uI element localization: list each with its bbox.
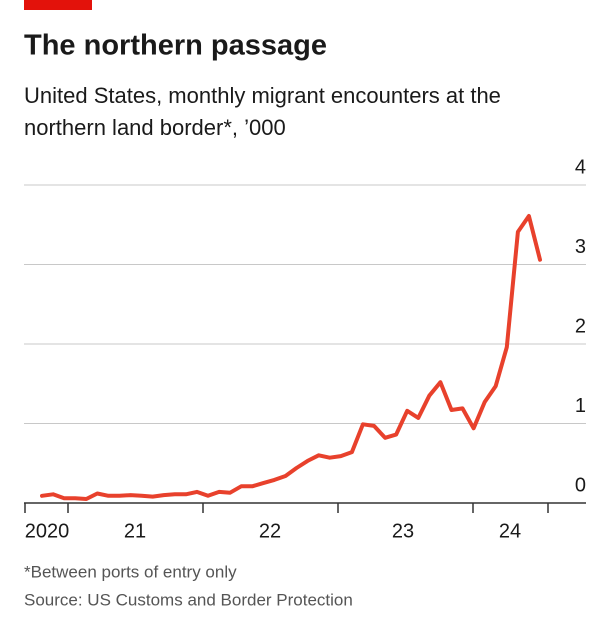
x-tick-label: 23 xyxy=(392,520,414,542)
chart-title: The northern passage xyxy=(24,30,327,62)
brand-bar xyxy=(24,0,92,10)
x-tick-label: 2020 xyxy=(25,520,70,542)
x-tick-label: 22 xyxy=(259,520,281,542)
y-tick-label: 3 xyxy=(575,236,586,258)
y-tick-label: 1 xyxy=(575,395,586,417)
source: Source: US Customs and Border Protection xyxy=(24,590,353,609)
chart-subtitle: United States, monthly migrant encounter… xyxy=(24,83,501,140)
y-tick-label: 4 xyxy=(575,156,586,178)
y-tick-label: 0 xyxy=(575,474,586,496)
x-tick-label: 21 xyxy=(124,520,146,542)
y-tick-label: 2 xyxy=(575,315,586,337)
data-line xyxy=(40,214,542,501)
subtitle-box: United States, monthly migrant encounter… xyxy=(24,83,501,140)
footnote: *Between ports of entry only xyxy=(24,562,237,581)
x-tick-label: 24 xyxy=(499,520,521,542)
